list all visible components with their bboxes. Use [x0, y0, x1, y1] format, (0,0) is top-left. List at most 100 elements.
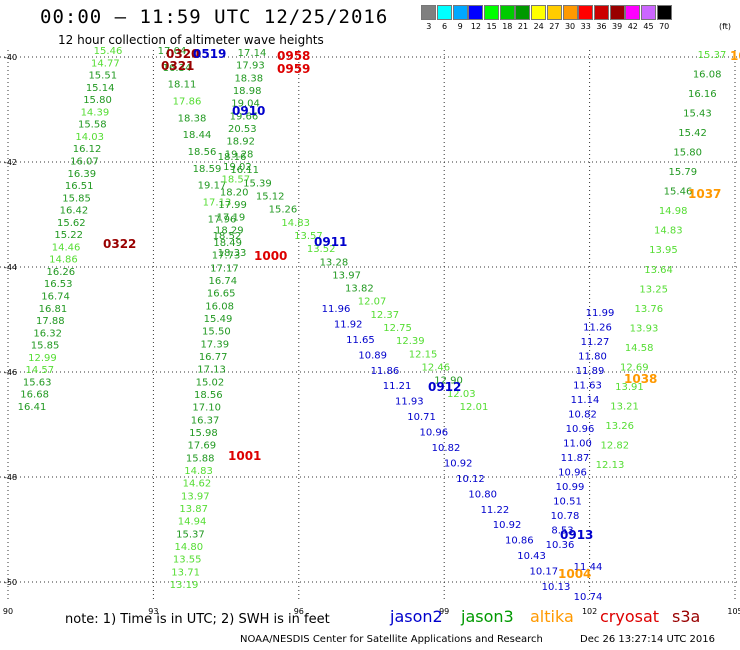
- wave-height-value: 13.19: [170, 580, 199, 591]
- pass-time-label: 1000: [254, 249, 287, 263]
- wave-height-value: 13.91: [615, 382, 644, 393]
- wave-height-value: 15.46: [664, 187, 693, 198]
- wave-height-value: 16.07: [70, 156, 99, 167]
- scale-swatch: 24: [531, 5, 547, 31]
- scale-swatch: 33: [578, 5, 594, 31]
- pass-time-label: 1037: [688, 187, 721, 201]
- latitude-label: -42: [4, 158, 17, 167]
- wave-height-value: 10.92: [444, 458, 473, 469]
- satellite-legend-jason3: jason3: [461, 607, 514, 626]
- scale-color-box: [625, 5, 641, 20]
- wave-height-value: 8.53: [551, 526, 573, 537]
- wave-height-value: 16.65: [207, 289, 236, 300]
- wave-height-value: 15.12: [256, 191, 285, 202]
- wave-height-value: 13.28: [320, 257, 349, 268]
- wave-height-value: 14.98: [659, 206, 688, 217]
- scale-label: 21: [517, 22, 529, 31]
- wave-height-value: 16.42: [60, 206, 89, 217]
- page-subtitle: 12 hour collection of altimeter wave hei…: [58, 33, 324, 47]
- wave-height-value: 17.39: [200, 339, 229, 350]
- longitude-label: 90: [3, 607, 13, 616]
- scale-label: 9: [457, 22, 463, 31]
- wave-height-value: 13.97: [332, 270, 361, 281]
- scale-label: 33: [580, 22, 591, 31]
- wave-height-value: 13.82: [345, 284, 374, 295]
- wave-height-value: 17.86: [173, 97, 202, 108]
- wave-height-value: 14.83: [654, 226, 683, 237]
- wave-height-value: 14.86: [49, 255, 78, 266]
- wave-height-value: 18.92: [226, 137, 255, 148]
- wave-height-value: 12.07: [358, 297, 387, 308]
- wave-height-value: 16.51: [65, 181, 94, 192]
- scale-label: 70: [659, 22, 670, 31]
- wave-height-value: 13.21: [610, 401, 639, 412]
- wave-height-value: 12.90: [434, 376, 463, 387]
- wave-height-value: 17.69: [187, 441, 216, 452]
- longitude-label: 105: [727, 607, 740, 616]
- wave-height-value: 17.93: [236, 61, 265, 72]
- wave-height-value: 10.89: [358, 350, 387, 361]
- wave-height-value: 13.64: [644, 265, 673, 276]
- scale-label: 24: [533, 22, 544, 31]
- satellite-legend-jason2: jason2: [390, 607, 443, 626]
- wave-height-value: 18.59: [193, 164, 222, 175]
- wave-height-value: 15.58: [78, 120, 107, 131]
- wave-height-value: 15.98: [189, 428, 218, 439]
- wave-height-value: 11.92: [334, 319, 363, 330]
- latitude-label: -46: [4, 368, 17, 377]
- wave-height-value: 15.79: [669, 167, 698, 178]
- wave-height-value: 14.57: [26, 365, 55, 376]
- wave-height-value: 12.01: [460, 402, 489, 413]
- footnote: note: 1) Time is in UTC; 2) SWH is in fe…: [65, 612, 330, 627]
- wave-height-value: 14.83: [281, 218, 310, 229]
- credit-line: NOAA/NESDIS Center for Satellite Applica…: [240, 634, 543, 645]
- wave-height-value: 15.88: [186, 453, 215, 464]
- wave-height-value: 18.52: [213, 231, 242, 242]
- scale-color-box: [593, 5, 609, 20]
- wave-height-value: 15.39: [243, 178, 272, 189]
- scale-label: 42: [627, 22, 638, 31]
- wave-height-value: 11.86: [371, 366, 400, 377]
- color-scale-legend: 3 6 9 12 15 18 21 24 27 30 33 36 39 42 45 70: [421, 5, 672, 31]
- wave-height-value: 17.88: [36, 316, 65, 327]
- wave-height-value: 12.69: [620, 362, 649, 373]
- scale-label: 12: [470, 22, 481, 31]
- wave-height-value: 18.56: [188, 147, 217, 158]
- wave-height-value: 13.57: [294, 231, 323, 242]
- scale-label: 30: [564, 22, 576, 31]
- scale-swatch: 9: [452, 5, 468, 31]
- scale-swatch: 42: [625, 5, 641, 31]
- wave-height-value: 10.13: [542, 582, 571, 593]
- pass-time-label: 0958: [277, 49, 310, 63]
- wave-height-value: 16.74: [41, 292, 70, 303]
- wave-height-value: 14.39: [81, 107, 110, 118]
- pass-time-label: 1038: [624, 372, 657, 386]
- wave-height-value: 12.46: [421, 363, 450, 374]
- scale-swatch: 15: [484, 5, 500, 31]
- wave-height-value: 13.55: [173, 555, 202, 566]
- wave-height-value: 10.82: [432, 443, 461, 454]
- wave-height-value: 13.87: [179, 504, 208, 515]
- wave-height-value: 10.12: [456, 474, 485, 485]
- scale-color-box: [562, 5, 578, 20]
- wave-height-value: 12.15: [409, 349, 438, 360]
- wave-height-value: 11.87: [561, 453, 590, 464]
- wave-height-value: 15.37: [698, 50, 727, 61]
- scale-color-box: [452, 5, 468, 20]
- wave-height-value: 16.39: [67, 169, 96, 180]
- longitude-label: 102: [582, 607, 597, 616]
- wave-height-value: 16.53: [44, 279, 73, 290]
- wave-height-value: 13.71: [171, 567, 200, 578]
- wave-height-value: 16.41: [18, 402, 47, 413]
- wave-height-value: 14.62: [183, 479, 212, 490]
- wave-height-value: 18.57: [221, 175, 250, 186]
- wave-height-value: 14.77: [91, 58, 120, 69]
- wave-height-value: 17.99: [218, 200, 247, 211]
- longitude-label: 99: [439, 607, 449, 616]
- wave-height-value: 13.97: [181, 491, 210, 502]
- wave-height-value: 10.96: [566, 424, 595, 435]
- wave-height-value: 15.02: [196, 377, 225, 388]
- wave-height-value: 12.75: [383, 323, 412, 334]
- scale-swatch: 27: [546, 5, 563, 31]
- scale-label: 6: [441, 22, 448, 31]
